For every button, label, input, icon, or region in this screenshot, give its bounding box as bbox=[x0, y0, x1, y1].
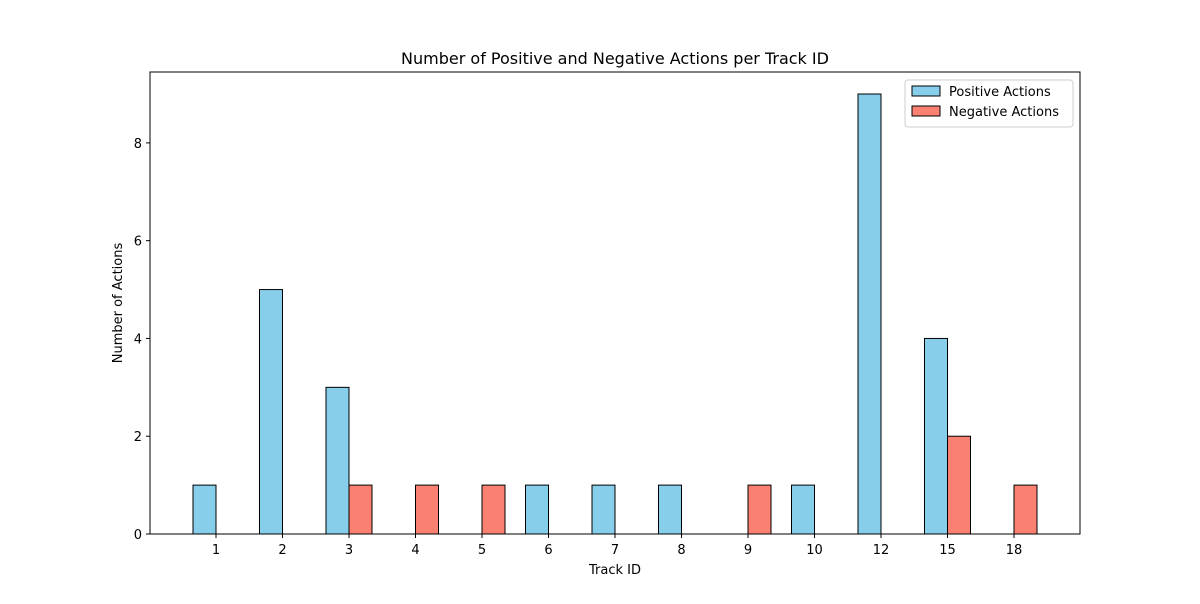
bar-negative-actions-track-15 bbox=[947, 435, 971, 535]
x-tick-label: 1 bbox=[212, 543, 220, 558]
legend-label-negative-actions: Negative Actions bbox=[949, 105, 1059, 120]
bars-layer bbox=[192, 93, 1038, 535]
x-axis: 1 2 3 4 5 6 7 8 9 10 12 15 18 bbox=[212, 534, 1022, 558]
x-tick-label: 5 bbox=[478, 543, 486, 558]
bar-positive-actions-track-3 bbox=[325, 386, 350, 535]
x-tick-label: 12 bbox=[873, 543, 890, 558]
legend-swatch-negative-actions bbox=[911, 105, 941, 117]
y-tick-label: 2 bbox=[134, 430, 142, 445]
y-tick-label: 6 bbox=[134, 235, 142, 250]
x-tick-label: 6 bbox=[544, 543, 552, 558]
bar-positive-actions-track-15 bbox=[924, 337, 948, 535]
x-tick-label: 4 bbox=[411, 543, 419, 558]
bar-positive-actions-track-12 bbox=[857, 93, 882, 535]
x-tick-label: 3 bbox=[345, 543, 353, 558]
bar-negative-actions-track-9 bbox=[747, 484, 772, 535]
legend-box bbox=[904, 79, 1074, 128]
bar-positive-actions-track-7 bbox=[591, 484, 616, 535]
x-tick-label: 15 bbox=[939, 543, 956, 558]
bar-positive-actions-track-8 bbox=[658, 484, 682, 535]
legend: Positive Actions Negative Actions bbox=[904, 79, 1074, 128]
bar-negative-actions-track-18 bbox=[1013, 484, 1038, 535]
bar-positive-actions-track-1 bbox=[192, 484, 217, 535]
y-axis: 0 2 4 6 8 bbox=[134, 137, 150, 543]
x-tick-label: 2 bbox=[278, 543, 286, 558]
y-tick-label: 4 bbox=[134, 332, 142, 347]
x-axis-label: Track ID bbox=[588, 563, 641, 578]
bar-positive-actions-track-10 bbox=[791, 484, 815, 535]
bar-positive-actions-track-6 bbox=[525, 484, 549, 535]
y-axis-label: Number of Actions bbox=[111, 243, 126, 364]
chart-title: Number of Positive and Negative Actions … bbox=[401, 49, 829, 68]
bar-negative-actions-track-4 bbox=[415, 484, 439, 535]
bar-negative-actions-track-3 bbox=[348, 484, 373, 535]
x-tick-label: 18 bbox=[1006, 543, 1023, 558]
legend-swatch-positive-actions bbox=[911, 85, 941, 97]
bar-positive-actions-track-2 bbox=[259, 289, 283, 535]
x-tick-label: 9 bbox=[744, 543, 752, 558]
y-tick-label: 8 bbox=[134, 137, 142, 152]
x-tick-label: 7 bbox=[611, 543, 619, 558]
bar-negative-actions-track-5 bbox=[481, 484, 506, 535]
x-tick-label: 8 bbox=[677, 543, 685, 558]
y-tick-label: 0 bbox=[134, 528, 142, 543]
legend-label-positive-actions: Positive Actions bbox=[949, 85, 1051, 100]
x-tick-label: 10 bbox=[806, 543, 823, 558]
